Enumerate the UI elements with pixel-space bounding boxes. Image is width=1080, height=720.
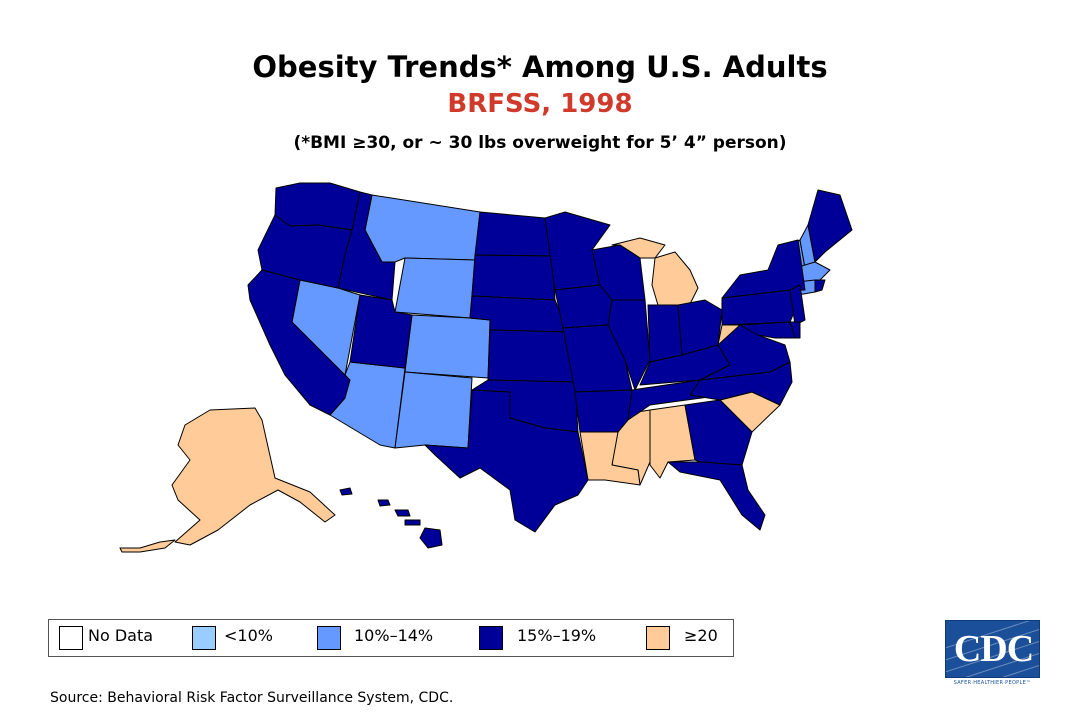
state-in <box>647 304 683 363</box>
state-id <box>337 191 396 301</box>
bmi-note: (*BMI ≥30, or ~ 30 lbs overweight for 5’… <box>293 133 787 153</box>
state-co <box>404 314 491 379</box>
state-la <box>579 431 641 486</box>
state-ia <box>554 284 613 329</box>
legend-swatch-20-plus <box>646 626 670 650</box>
legend-swatch-10-14 <box>317 626 341 650</box>
state-sd <box>471 254 556 301</box>
map-subtitle: BRFSS, 1998 <box>447 89 633 119</box>
map-title: Obesity Trends* Among U.S. Adults <box>252 50 828 84</box>
state-wy <box>394 257 476 319</box>
state-tx <box>424 389 589 533</box>
state-me <box>807 189 853 263</box>
state-ak <box>119 407 336 553</box>
legend-label-under-10: <10% <box>224 626 273 645</box>
state-mt <box>364 194 481 263</box>
legend-swatch-15-19 <box>479 626 503 650</box>
state-ri <box>814 279 826 293</box>
state-oh <box>677 299 723 356</box>
legend-label-10-14: 10%–14% <box>354 626 434 645</box>
state-ut <box>349 294 413 369</box>
legend-label-no-data: No Data <box>88 626 154 645</box>
legend-label-20-plus: ≥20 <box>684 626 718 645</box>
state-mo <box>562 324 633 393</box>
state-ca <box>247 269 351 416</box>
state-ks <box>487 329 576 383</box>
state-nj <box>789 284 806 326</box>
source-note: Source: Behavioral Risk Factor Surveilla… <box>50 690 454 706</box>
cdc-logo-text: CDC <box>953 628 1034 670</box>
cdc-logo: CDC SAFER·HEALTHIER·PEOPLE™ <box>945 620 1040 687</box>
state-wa <box>274 182 361 231</box>
cdc-logo-tagline: SAFER·HEALTHIER·PEOPLE™ <box>953 680 1032 686</box>
state-fl <box>667 461 766 531</box>
legend-label-15-19: 15%–19% <box>517 626 597 645</box>
legend-swatch-no-data <box>59 626 83 650</box>
state-nm <box>394 371 473 449</box>
legend-swatch-under-10 <box>192 626 216 650</box>
legend: No Data <10% 10%–14% 15%–19% ≥20 <box>48 619 734 657</box>
state-md <box>739 321 796 339</box>
state-nd <box>474 211 553 257</box>
state-ar <box>574 389 633 433</box>
state-hi <box>339 487 443 549</box>
